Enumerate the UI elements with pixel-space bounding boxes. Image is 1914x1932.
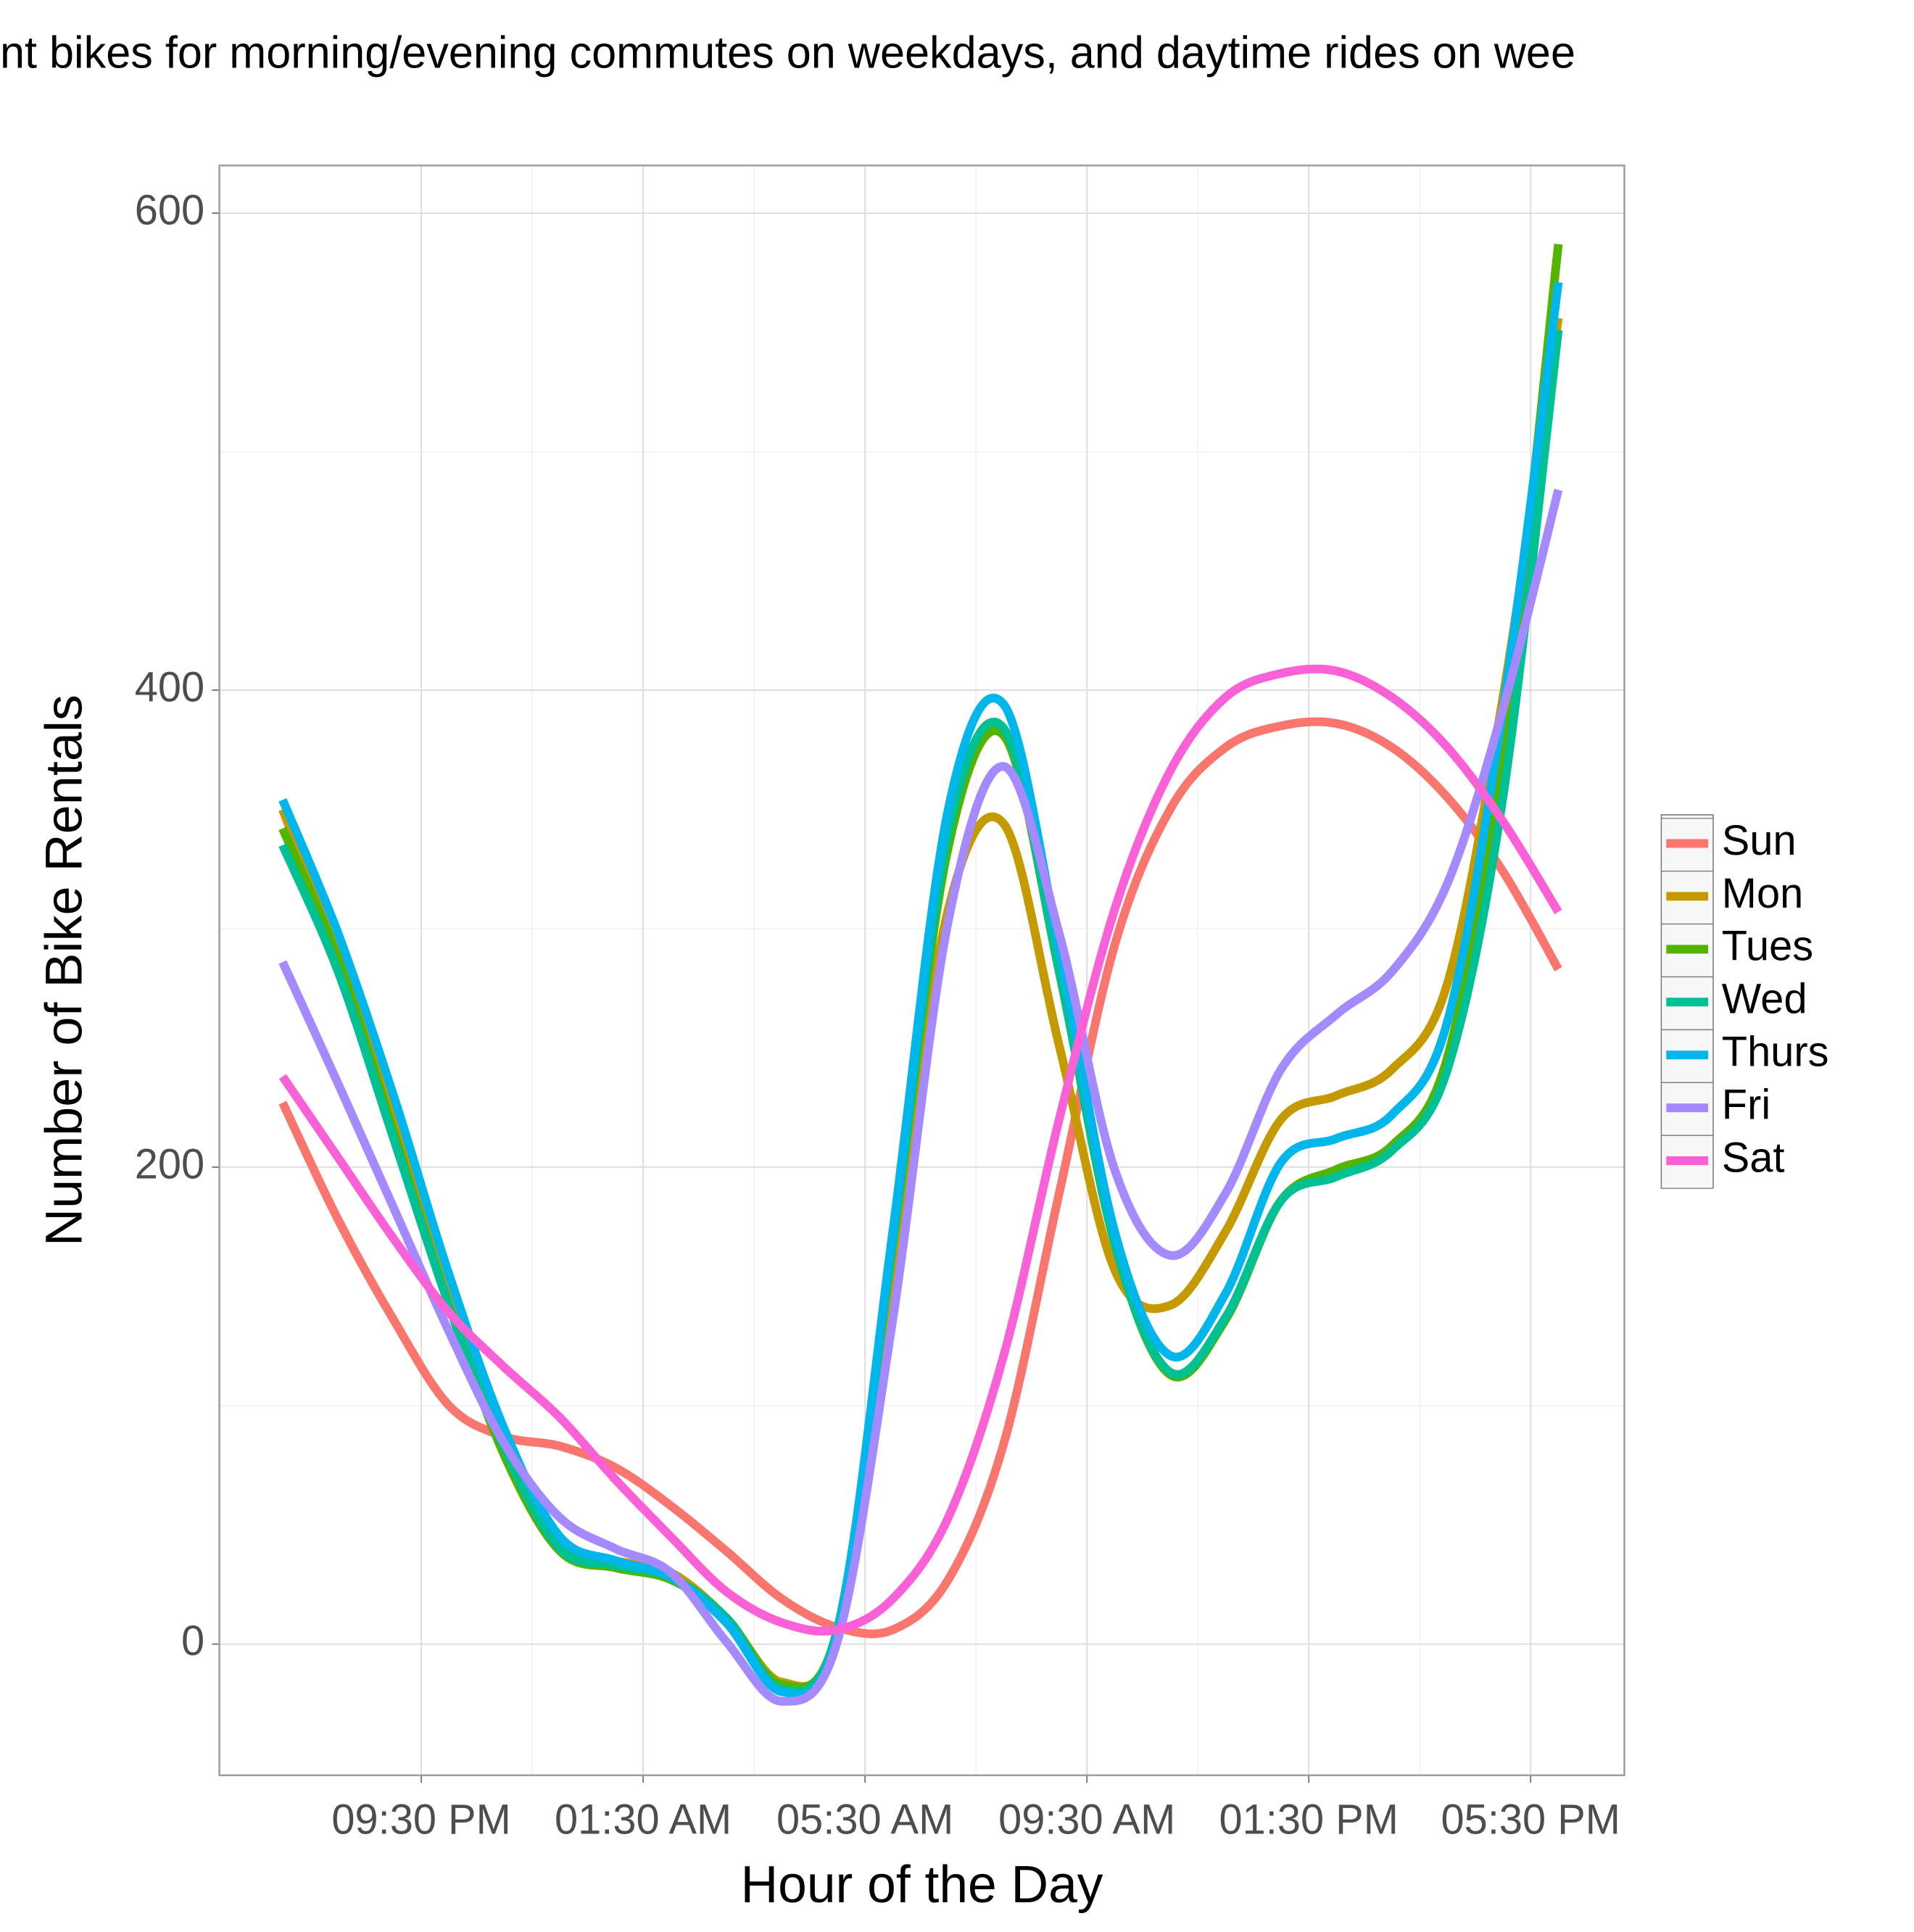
legend-label: Tues [1722,923,1813,970]
legend-label: Sat [1722,1134,1785,1181]
x-tick-label: 09:30 PM [331,1796,510,1843]
y-tick-label: 0 [181,1617,204,1664]
legend-label: Sun [1722,817,1797,864]
legend-label: Mon [1722,870,1803,917]
plot-border [218,164,1625,1777]
y-tick-label: 200 [135,1140,204,1187]
x-tick-label: 01:30 PM [1219,1796,1399,1843]
legend-label: Thurs [1722,1028,1829,1075]
x-axis-title: Hour of the Day [741,1856,1103,1914]
legend-label: Fri [1722,1081,1770,1128]
y-tick-label: 600 [135,186,204,233]
x-tick-label: 05:30 PM [1441,1796,1620,1843]
series-line [278,664,1562,1636]
y-axis-title: Number of Bike Rentals [36,695,94,1246]
series-line [278,281,1563,1699]
x-tick-label: 01:30 AM [555,1796,732,1843]
y-tick-label: 400 [135,663,204,710]
x-tick-label: 05:30 AM [776,1796,953,1843]
series-line [278,489,1563,1706]
chart-title: nt bikes for morning/evening commutes on… [0,28,1575,78]
legend-label: Wed [1722,975,1807,1022]
x-tick-label: 09:30 AM [998,1796,1175,1843]
